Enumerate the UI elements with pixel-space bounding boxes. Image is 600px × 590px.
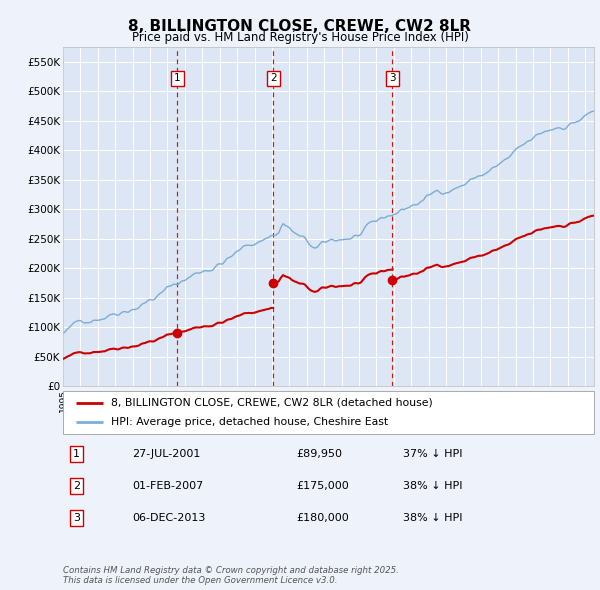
Text: Contains HM Land Registry data © Crown copyright and database right 2025.
This d: Contains HM Land Registry data © Crown c… [63,566,399,585]
FancyBboxPatch shape [63,391,594,434]
Text: 2: 2 [73,481,80,491]
Text: 06-DEC-2013: 06-DEC-2013 [132,513,205,523]
Text: 8, BILLINGTON CLOSE, CREWE, CW2 8LR: 8, BILLINGTON CLOSE, CREWE, CW2 8LR [128,19,472,34]
Text: HPI: Average price, detached house, Cheshire East: HPI: Average price, detached house, Ches… [111,417,388,427]
Text: 2: 2 [270,74,277,83]
Text: 3: 3 [389,74,396,83]
Text: £180,000: £180,000 [296,513,349,523]
Text: £175,000: £175,000 [296,481,349,491]
Text: 38% ↓ HPI: 38% ↓ HPI [403,513,463,523]
Text: 1: 1 [174,74,181,83]
Text: 01-FEB-2007: 01-FEB-2007 [132,481,203,491]
Text: 3: 3 [73,513,80,523]
Text: £89,950: £89,950 [296,449,343,459]
Text: 37% ↓ HPI: 37% ↓ HPI [403,449,463,459]
Text: 8, BILLINGTON CLOSE, CREWE, CW2 8LR (detached house): 8, BILLINGTON CLOSE, CREWE, CW2 8LR (det… [111,398,433,408]
Text: 38% ↓ HPI: 38% ↓ HPI [403,481,463,491]
Text: Price paid vs. HM Land Registry's House Price Index (HPI): Price paid vs. HM Land Registry's House … [131,31,469,44]
Text: 27-JUL-2001: 27-JUL-2001 [132,449,200,459]
Text: 1: 1 [73,449,80,459]
